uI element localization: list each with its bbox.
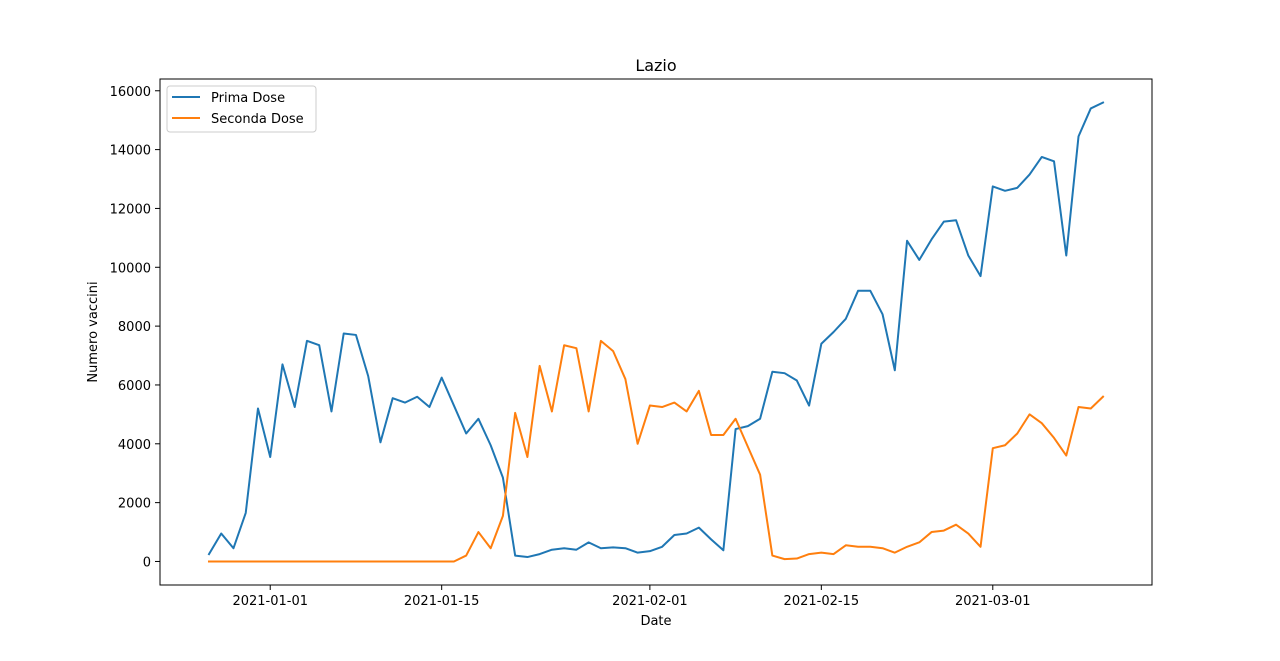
- y-tick-label: 4000: [118, 438, 151, 453]
- x-tick-label: 2021-02-01: [612, 594, 688, 609]
- legend-label-prima-dose: Prima Dose: [211, 91, 285, 106]
- series-line-prima-dose: [207, 101, 1105, 559]
- x-tick-label: 2021-02-15: [784, 594, 860, 609]
- x-tick-label: 2021-03-01: [955, 594, 1031, 609]
- plot-lines: [207, 101, 1105, 563]
- x-tick-label: 2021-01-15: [404, 594, 480, 609]
- y-tick-label: 8000: [118, 320, 151, 335]
- y-tick-label: 14000: [110, 144, 151, 159]
- legend: Prima Dose Seconda Dose: [166, 85, 317, 133]
- y-tick-label: 0: [143, 555, 151, 570]
- y-tick-label: 2000: [118, 497, 151, 512]
- chart-title: Lazio: [635, 56, 676, 75]
- x-axis-label: Date: [640, 614, 671, 629]
- legend-label-seconda-dose: Seconda Dose: [211, 112, 304, 127]
- y-axis-label: Numero vaccini: [86, 281, 101, 382]
- y-tick-label: 6000: [118, 379, 151, 394]
- y-tick-label: 16000: [110, 85, 151, 100]
- series-line-seconda-dose: [207, 339, 1105, 563]
- legend-box: [166, 85, 317, 133]
- y-tick-label: 12000: [110, 202, 151, 217]
- x-axis: 2021-01-01 2021-01-15 2021-02-01 2021-02-15…: [232, 585, 1031, 609]
- x-tick-label: 2021-01-01: [232, 594, 308, 609]
- plot-frame: [159, 78, 1153, 586]
- y-tick-label: 10000: [110, 261, 151, 276]
- y-axis: 0 2000 4000 6000 8000 10000 12000 14000 16000: [110, 85, 160, 570]
